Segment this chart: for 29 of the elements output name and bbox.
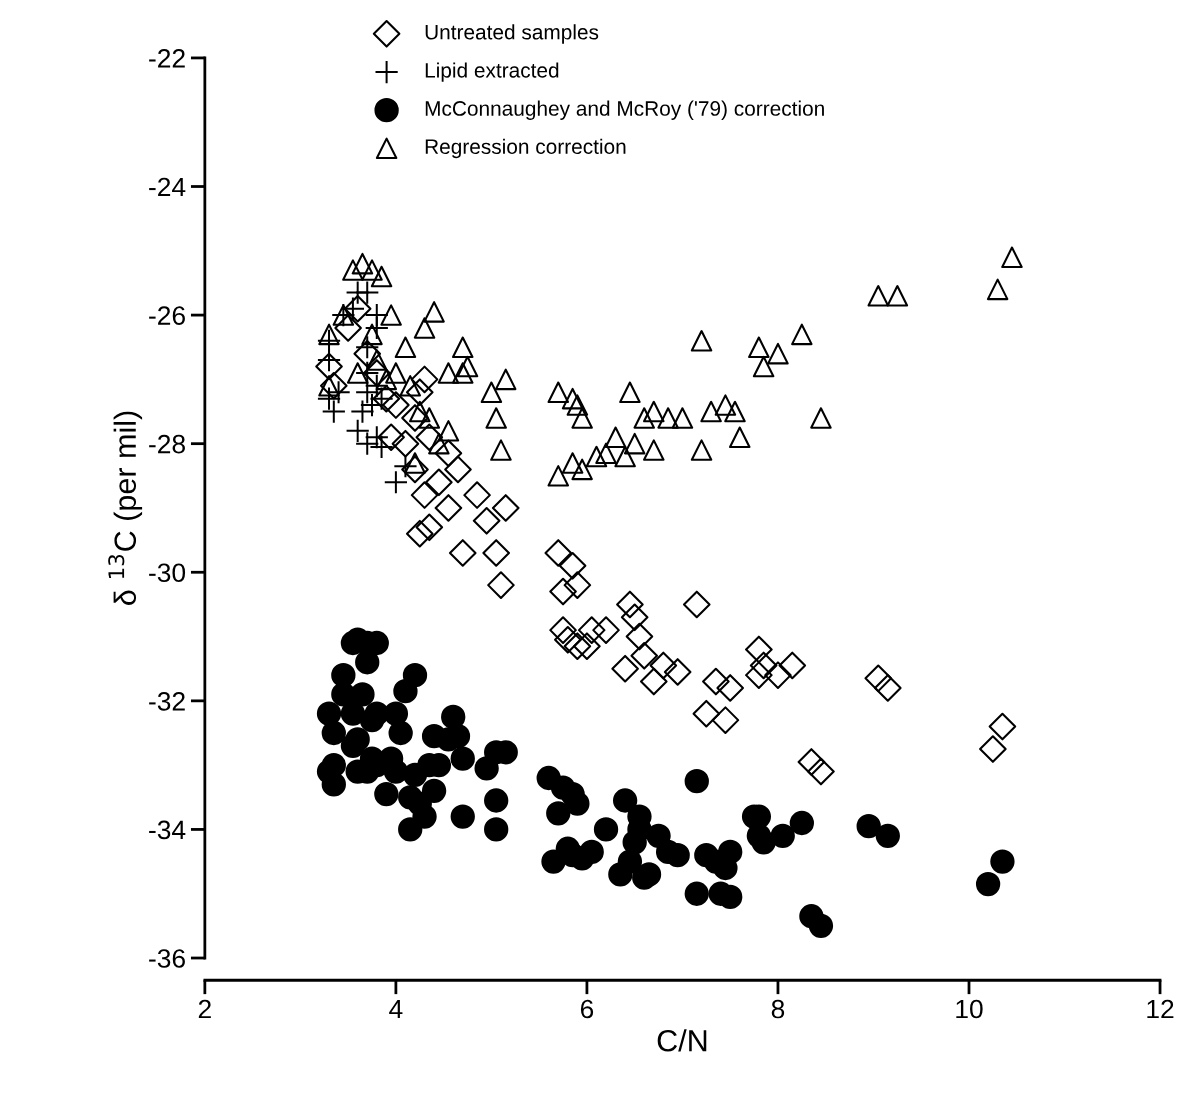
y-tick-label: -24 [149,177,186,197]
point [341,297,365,320]
x-tick-label: 10 [956,999,983,1019]
y-tick-label: -30 [149,563,186,583]
x-tick-label: 4 [389,999,403,1019]
y-axis-title: δ $^{13}$C (per mil) [108,411,143,605]
y-tick-label: -32 [149,691,185,711]
y-tick-label: -26 [149,306,185,325]
point [365,303,388,327]
point [356,281,379,304]
y-tick-label: -28 [149,434,185,454]
y-tick-label: -22 [149,49,185,68]
point [322,400,345,423]
point [384,471,407,494]
point [370,435,393,459]
point [317,348,341,372]
legend-label: Untreated samples [425,24,599,44]
x-axis-title: C/N [657,1029,707,1052]
y-tick-label: -34 [149,820,186,840]
y-tick-label: -36 [149,949,185,968]
x-tick-label: 8 [771,999,785,1019]
x-tick-label: 2 [198,999,211,1019]
x-tick-label: 6 [580,999,594,1019]
x-tick-label: 12 [1147,999,1174,1019]
legend-label: Lipid extracted [425,62,559,82]
point [351,400,374,423]
point [346,419,369,442]
legend-label: Regression correction [425,138,626,159]
legend-label: McConnaughey and McRoy ('79) correction [425,100,824,120]
